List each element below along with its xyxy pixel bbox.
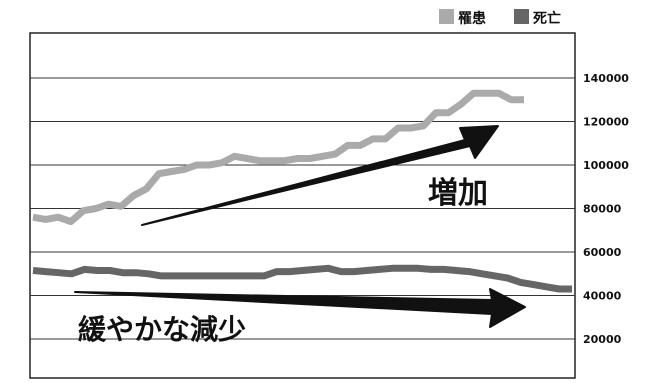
y-tick-label-120000: 120000 xyxy=(583,116,629,129)
legend: 罹患 死亡 xyxy=(439,9,561,27)
legend-label-morbidity: 罹患 xyxy=(458,10,486,27)
decrease-annotation: 緩やかな減少 xyxy=(78,313,246,346)
y-tick-label-100000: 100000 xyxy=(583,159,629,172)
increase-annotation: 増加 xyxy=(428,176,488,211)
increase-arrow xyxy=(141,125,499,226)
decrease-arrow xyxy=(74,288,526,328)
legend-swatch-mortality xyxy=(514,9,529,24)
series-line-mortality xyxy=(32,264,572,293)
legend-swatch-morbidity xyxy=(439,9,454,24)
series-lines xyxy=(32,89,572,293)
y-tick-label-20000: 20000 xyxy=(583,333,622,346)
y-tick-label-60000: 60000 xyxy=(583,246,622,259)
legend-label-mortality: 死亡 xyxy=(532,10,561,27)
y-axis-tick-labels: 20000 40000 60000 80000 100000 120000 140000 xyxy=(583,72,629,346)
y-tick-label-140000: 140000 xyxy=(583,72,629,85)
y-tick-label-80000: 80000 xyxy=(583,203,622,216)
series-line-morbidity xyxy=(32,89,524,226)
plot-frame xyxy=(29,32,576,379)
y-tick-label-40000: 40000 xyxy=(583,290,622,303)
